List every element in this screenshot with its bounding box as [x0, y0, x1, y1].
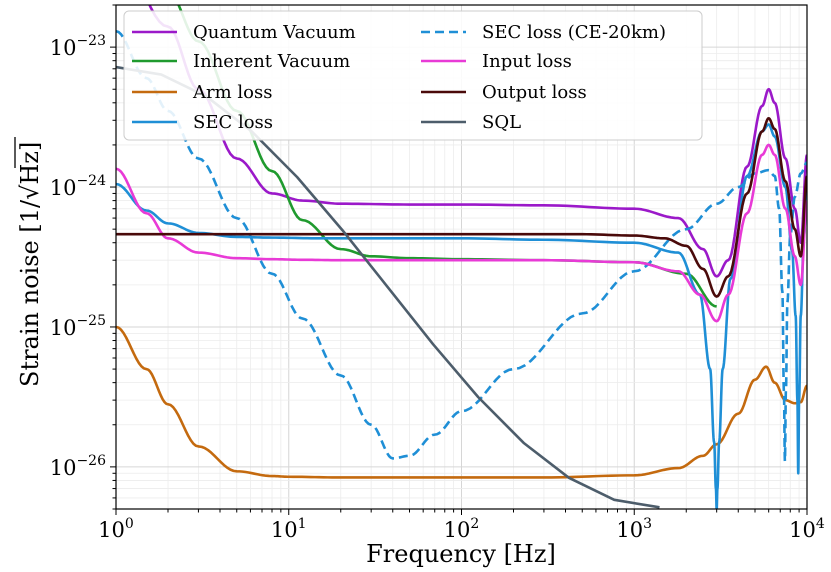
x-tick-label-base: 10	[98, 518, 125, 542]
x-tick-label: 100	[98, 516, 134, 542]
series-quantum-vacuum	[148, 5, 807, 278]
legend-label: SEC loss (CE-20km)	[482, 22, 666, 43]
y-tick-label: 10−24	[50, 173, 106, 200]
series-arm-loss	[116, 325, 807, 479]
legend-label: SQL	[482, 112, 521, 133]
x-tick-label-base: 10	[616, 518, 643, 542]
x-tick-label-exponent: 4	[816, 516, 825, 532]
legend-item[interactable]: SQL	[421, 112, 521, 133]
x-tick-label-exponent: 0	[125, 516, 134, 532]
legend-box	[123, 10, 703, 141]
y-tick-label-base: 10	[50, 316, 77, 340]
series-output-loss	[116, 116, 807, 298]
legend-label: Quantum Vacuum	[193, 22, 356, 43]
x-tick-label-base: 10	[789, 518, 816, 542]
legend-item[interactable]: Input loss	[421, 51, 572, 72]
svg-text:Strain noise [1/√Hz]: Strain noise [1/√Hz]	[16, 142, 44, 387]
legend-label: Input loss	[482, 51, 572, 72]
legend-item[interactable]: SEC loss (CE-20km)	[421, 22, 666, 43]
y-tick-label: 10−25	[50, 313, 106, 340]
legend-item[interactable]: Arm loss	[132, 82, 272, 103]
plot-frame	[115, 4, 808, 510]
legend-item[interactable]: SEC loss	[132, 112, 273, 133]
x-tick-label-exponent: 1	[298, 516, 307, 532]
y-axis-title-radicand: Hz	[16, 151, 44, 185]
legend-label: Output loss	[482, 82, 587, 103]
series-sec-loss-ce-20km	[116, 29, 807, 463]
legend-item[interactable]: Output loss	[421, 82, 587, 103]
y-axis-title: Strain noise [1/√Hz]	[14, 137, 44, 387]
x-tick-label-exponent: 3	[643, 516, 652, 532]
legend-item[interactable]: Quantum Vacuum	[132, 22, 356, 43]
y-axis-title-prefix: Strain noise [1/	[16, 199, 44, 387]
legend[interactable]: Quantum Vacuum Inherent Vacuum Arm loss SEC…	[123, 10, 703, 141]
x-tick-label-exponent: 2	[470, 516, 479, 532]
x-tick-label-base: 10	[271, 518, 298, 542]
sqrt-sign: √	[16, 184, 44, 200]
y-tick-label-exponent: −25	[76, 313, 106, 329]
y-tick-label-exponent: −24	[76, 173, 106, 189]
y-tick-label-base: 10	[50, 36, 77, 60]
x-tick-label-base: 10	[444, 518, 471, 542]
legend-label: SEC loss	[193, 112, 273, 133]
x-tick-label: 102	[444, 516, 480, 542]
series-input-loss	[116, 143, 807, 323]
series-sec-loss	[116, 123, 807, 509]
x-axis-title: Frequency [Hz]	[366, 540, 556, 568]
y-tick-label-exponent: −26	[76, 453, 106, 469]
y-tick-label: 10−26	[50, 453, 106, 480]
legend-label: Inherent Vacuum	[193, 51, 350, 72]
y-tick-label: 10−23	[50, 33, 106, 60]
y-axis-title-suffix: ]	[16, 142, 44, 151]
legend-item[interactable]: Inherent Vacuum	[132, 51, 350, 72]
x-tick-label: 104	[789, 516, 825, 542]
y-tick-label-base: 10	[50, 176, 77, 200]
y-tick-label-base: 10	[50, 456, 77, 480]
legend-label: Arm loss	[192, 82, 272, 103]
x-tick-label: 103	[616, 516, 652, 542]
x-tick-label: 101	[271, 516, 307, 542]
y-tick-label-exponent: −23	[76, 33, 106, 49]
